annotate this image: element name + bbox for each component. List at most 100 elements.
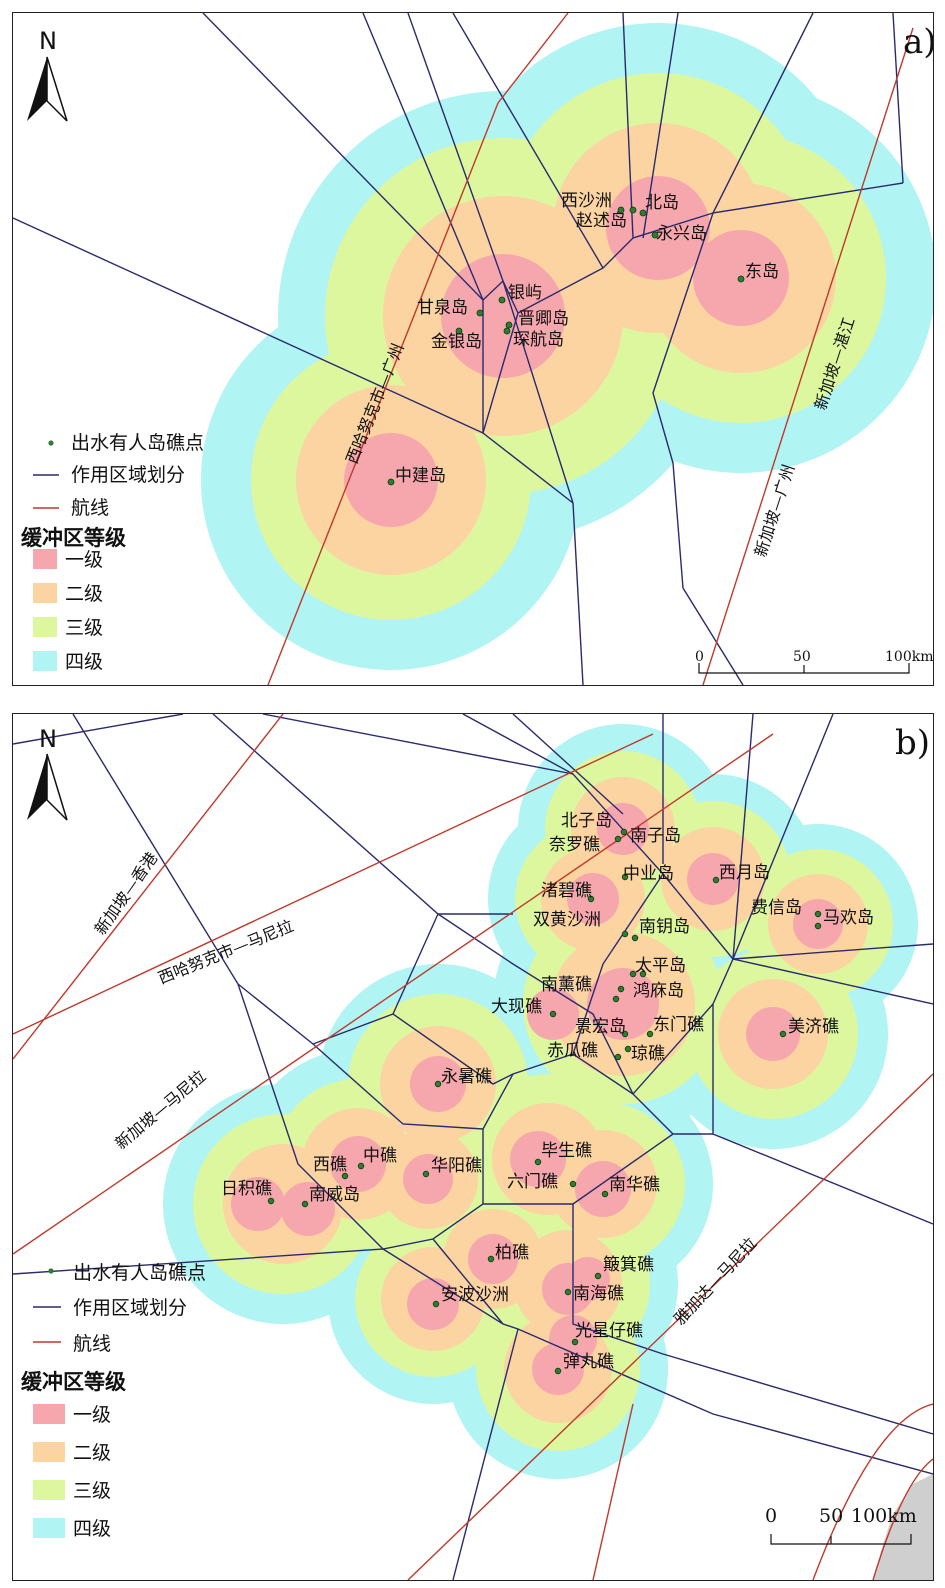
- svg-text:100km: 100km: [885, 649, 933, 665]
- legend-level4-label: 四级: [65, 651, 103, 673]
- legend-a: 出水有人岛礁点 作用区域划分 航线 缓冲区等级 一级 二级 三级 四级: [21, 432, 204, 673]
- label-ganquandao: 甘泉岛: [417, 298, 468, 318]
- scale-bar-a: 0 50 100km: [695, 649, 933, 674]
- label-beidao: 北岛: [645, 193, 679, 213]
- label-feixindao: 费信岛: [751, 898, 802, 918]
- label-zhongjiao: 中礁: [363, 1146, 397, 1166]
- legend-voronoi-label: 作用区域划分: [73, 1297, 187, 1319]
- legend-level4-swatch: [33, 651, 57, 671]
- svg-text:50: 50: [793, 649, 811, 665]
- label-xijiao: 西礁: [313, 1155, 347, 1175]
- legend-point-label: 出水有人岛礁点: [73, 1262, 206, 1284]
- label-chiguajiao: 赤瓜礁: [547, 1041, 598, 1061]
- legend-level2-label: 二级: [73, 1442, 111, 1464]
- label-danwanjiao: 弹丸礁: [563, 1352, 614, 1372]
- legend-buffer-title: 缓冲区等级: [21, 1370, 126, 1394]
- route-label-singapore-hongkong: 新加坡—香港: [91, 849, 162, 939]
- north-arrow-icon: N: [27, 725, 68, 821]
- map-a-svg: 西沙洲 赵述岛 北岛 永兴岛 东岛 银屿 甘泉岛 晋卿岛 金银岛 琛航岛 中建岛…: [13, 13, 933, 685]
- island-labels-b: 北子岛 南子岛 奈罗礁 中业岛 西月岛 渚碧礁 费信岛 马欢岛 双黄沙洲 南钥岛…: [221, 811, 874, 1372]
- label-jinyindao: 金银岛: [431, 332, 482, 352]
- legend-level3-label: 三级: [73, 1480, 111, 1502]
- label-yongxingdao: 永兴岛: [656, 224, 707, 244]
- label-meijijiao: 美济礁: [788, 1017, 839, 1037]
- label-mahuandao: 马欢岛: [823, 908, 874, 928]
- panel-b-label: b): [895, 723, 930, 763]
- legend-level4-swatch: [33, 1518, 65, 1538]
- legend-level2-swatch: [33, 1442, 65, 1462]
- legend-route-label: 航线: [71, 497, 109, 519]
- label-guangxingzaijiao: 光星仔礁: [575, 1321, 643, 1341]
- svg-text:N: N: [39, 27, 57, 55]
- legend-point-icon: [48, 1268, 54, 1274]
- label-zhaoshudao: 赵述岛: [576, 211, 627, 231]
- north-arrow-icon: N: [27, 27, 68, 122]
- legend-level1-label: 一级: [73, 1404, 111, 1426]
- label-nanyaodao: 南钥岛: [639, 917, 690, 937]
- label-zhongyedao: 中业岛: [623, 864, 674, 884]
- label-rijijiao: 日积礁: [221, 1179, 272, 1199]
- label-dongmenjiao: 东门礁: [653, 1015, 704, 1035]
- legend-level4-label: 四级: [73, 1518, 111, 1540]
- island-points-b: [267, 828, 822, 1375]
- label-zhubijiao: 渚碧礁: [541, 881, 592, 901]
- island-points-a: [387, 206, 745, 486]
- island-labels-a: 西沙洲 赵述岛 北岛 永兴岛 东岛 银屿 甘泉岛 晋卿岛 金银岛 琛航岛 中建岛: [395, 191, 779, 486]
- land-mass: [873, 1474, 933, 1580]
- voronoi-lines-a: [13, 13, 904, 685]
- label-dongdao: 东岛: [745, 262, 779, 282]
- svg-text:100km: 100km: [851, 1505, 917, 1527]
- label-nanzidao: 南子岛: [630, 826, 681, 846]
- svg-text:50: 50: [819, 1505, 843, 1527]
- legend-point-label: 出水有人岛礁点: [71, 432, 204, 454]
- legend-route-label: 航线: [73, 1333, 111, 1355]
- label-jinghongdao: 景宏岛: [575, 1017, 626, 1037]
- label-xishazhou: 西沙洲: [561, 191, 612, 211]
- scale-bar-b: 0 50 100km: [765, 1505, 917, 1545]
- label-daxianjiao: 大现礁: [491, 997, 542, 1017]
- legend-level1-swatch: [33, 549, 57, 569]
- label-hongxiudao: 鸿庥岛: [633, 981, 684, 1001]
- legend-level2-label: 二级: [65, 583, 103, 605]
- legend-level3-label: 三级: [65, 617, 103, 639]
- map-b-svg: 北子岛 南子岛 奈罗礁 中业岛 西月岛 渚碧礁 费信岛 马欢岛 双黄沙洲 南钥岛…: [13, 714, 933, 1580]
- label-nailuojiao: 奈罗礁: [549, 835, 600, 855]
- label-anboshazhou: 安波沙洲: [441, 1285, 509, 1305]
- route-label-xihanuke-manila: 西哈努克市—马尼拉: [155, 916, 296, 988]
- panel-a-label: a): [903, 22, 933, 62]
- legend-voronoi-label: 作用区域划分: [71, 464, 185, 486]
- voronoi-lines-b: [13, 714, 933, 1580]
- label-bojijiao: 簸箕礁: [603, 1255, 654, 1275]
- shipping-routes-b: [13, 714, 933, 1580]
- label-nanxunjiao: 南薰礁: [541, 975, 592, 995]
- map-panel-a: 西沙洲 赵述岛 北岛 永兴岛 东岛 银屿 甘泉岛 晋卿岛 金银岛 琛航岛 中建岛…: [12, 12, 934, 686]
- label-nanhaijiao: 南海礁: [573, 1284, 624, 1304]
- label-nanhuajiao: 南华礁: [609, 1175, 660, 1195]
- legend-level1-swatch: [33, 1404, 65, 1424]
- svg-text:0: 0: [695, 649, 704, 665]
- label-xiyuedao: 西月岛: [719, 863, 770, 883]
- legend-buffer-title: 缓冲区等级: [21, 526, 126, 550]
- legend-level3-swatch: [33, 617, 57, 637]
- legend-level1-label: 一级: [65, 549, 103, 571]
- label-liumenjiao: 六门礁: [507, 1172, 558, 1192]
- label-taipingdao: 太平岛: [635, 956, 686, 976]
- label-bishengjiao: 毕生礁: [541, 1141, 592, 1161]
- shipping-routes-a: [267, 13, 914, 685]
- svg-text:0: 0: [765, 1505, 777, 1527]
- legend-level3-swatch: [33, 1480, 65, 1500]
- label-zhongjiandao: 中建岛: [395, 466, 446, 486]
- label-baijiao: 柏礁: [495, 1243, 529, 1263]
- label-huayangjiao: 华阳礁: [431, 1156, 482, 1176]
- label-qiongjiao: 琼礁: [631, 1044, 665, 1064]
- map-panel-b: 北子岛 南子岛 奈罗礁 中业岛 西月岛 渚碧礁 费信岛 马欢岛 双黄沙洲 南钥岛…: [12, 713, 934, 1581]
- label-beizidao: 北子岛: [561, 811, 612, 831]
- label-nanweidao: 南威岛: [309, 1185, 360, 1205]
- svg-text:N: N: [39, 725, 57, 753]
- label-yinyu: 银屿: [508, 283, 542, 303]
- route-label-singapore-guangzhou: 新加坡—广州: [751, 462, 799, 559]
- legend-point-icon: [48, 440, 54, 446]
- label-shuanghuangshazhou: 双黄沙洲: [533, 910, 601, 930]
- legend-b: 出水有人岛礁点 作用区域划分 航线 缓冲区等级 一级 二级 三级 四级: [21, 1262, 206, 1540]
- label-jinqingdao: 晋卿岛: [518, 309, 569, 329]
